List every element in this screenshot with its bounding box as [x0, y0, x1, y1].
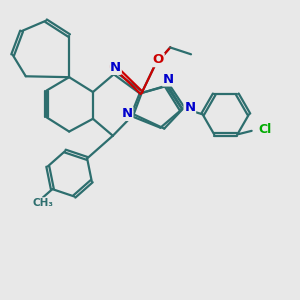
Text: N: N	[122, 107, 133, 120]
Text: N: N	[110, 61, 121, 74]
Text: O: O	[153, 53, 164, 66]
Text: N: N	[163, 73, 174, 86]
Text: CH₃: CH₃	[32, 198, 53, 208]
Text: Cl: Cl	[258, 123, 272, 136]
Text: O: O	[109, 61, 120, 74]
Text: N: N	[184, 101, 195, 114]
